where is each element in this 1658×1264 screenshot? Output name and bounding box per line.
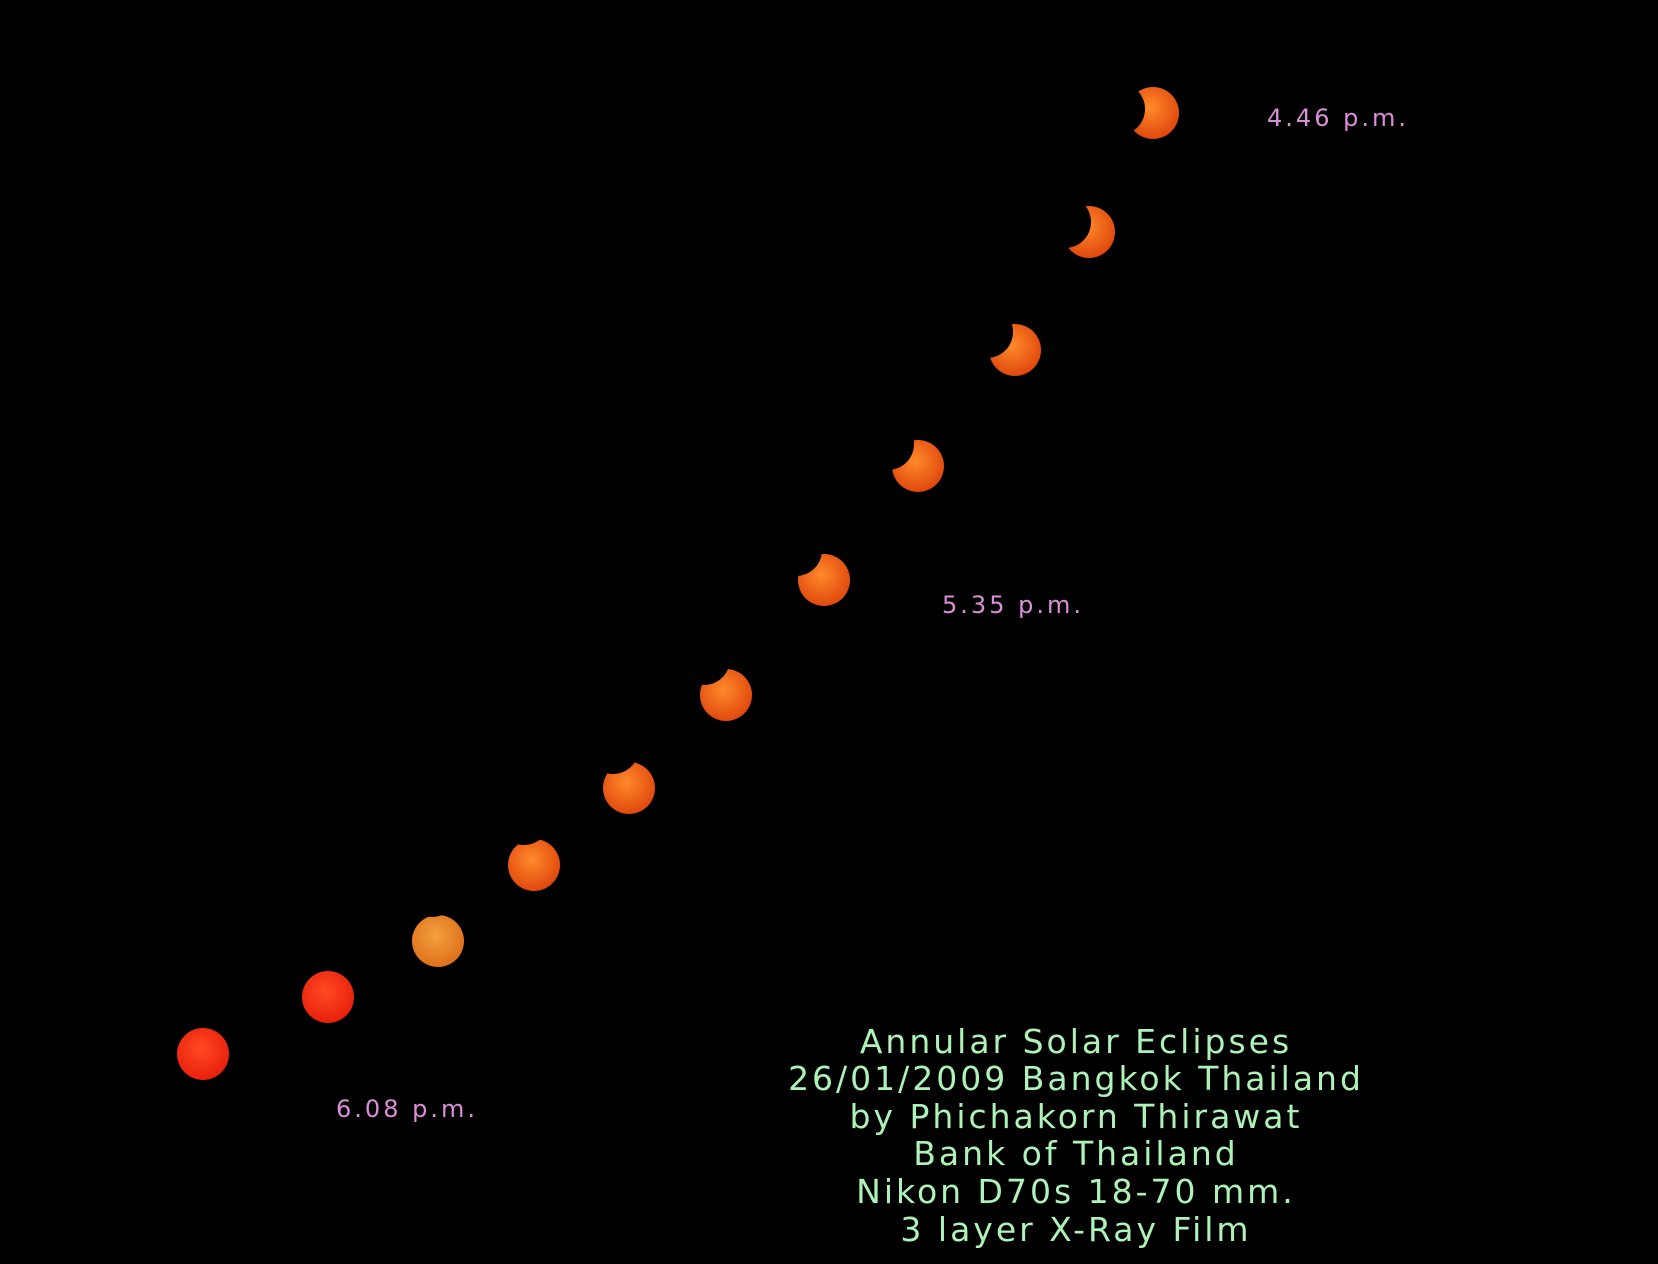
caption: Annular Solar Eclipses 26/01/2009 Bangko… [788,1022,1364,1249]
moon-shadow [678,633,730,685]
caption-line: 26/01/2009 Bangkok Thailand [788,1059,1364,1098]
moon-shadow [587,722,639,774]
moon-shadow [498,793,550,845]
sun [603,762,655,814]
moon-shadow [770,524,822,576]
eclipse-sequence [177,83,1179,1080]
sun [177,1028,229,1080]
sun [302,971,354,1023]
sun [412,915,464,967]
moon-shadow [298,919,350,971]
moon-shadow [406,865,458,917]
caption-line: Bank of Thailand [913,1134,1238,1173]
caption-line: Nikon D70s 18-70 mm. [856,1172,1296,1211]
moon-shadow [961,306,1013,358]
moon-shadow [1039,196,1091,248]
moon-shadow [862,418,914,470]
time-label: 4.46 p.m. [1267,104,1409,132]
time-label: 5.35 p.m. [942,591,1084,619]
sun [508,839,560,891]
caption-line: 3 layer X-Ray Film [900,1210,1251,1249]
caption-line: Annular Solar Eclipses [860,1022,1292,1061]
time-label: 6.08 p.m. [336,1095,478,1123]
caption-line: by Phichakorn Thirawat [850,1097,1303,1136]
moon-shadow [1093,83,1145,135]
